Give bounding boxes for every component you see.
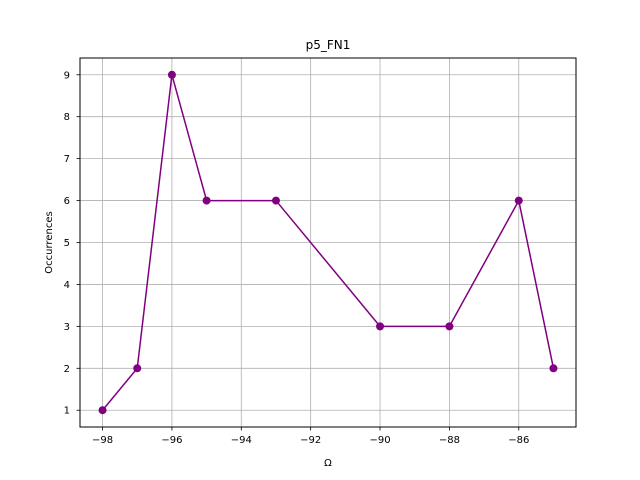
y-tick-label: 8	[64, 112, 70, 123]
y-tick-label: 7	[64, 154, 70, 165]
y-tick-label: 4	[64, 280, 70, 291]
data-point	[202, 196, 211, 205]
ticks: −98 −96 −94 −92 −90 −88 −86 1 2 3 4 5 6 7 8 9	[64, 70, 530, 446]
data-point	[514, 196, 523, 205]
y-tick-label: 5	[64, 238, 70, 249]
x-tick-label: −92	[300, 435, 321, 446]
chart-title: p5_FN1	[306, 38, 351, 52]
data-point	[376, 322, 385, 331]
y-tick-label: 9	[64, 70, 70, 81]
y-tick-label: 2	[64, 364, 70, 375]
data-point	[445, 322, 454, 331]
series-layer	[98, 70, 558, 415]
data-point	[133, 364, 142, 373]
y-tick-label: 3	[64, 322, 70, 333]
x-tick-label: −94	[231, 435, 252, 446]
data-point	[98, 406, 107, 415]
data-point	[549, 364, 558, 373]
x-tick-label: −98	[92, 435, 113, 446]
y-tick-label: 1	[64, 406, 70, 417]
y-axis-label: Occurrences	[44, 211, 55, 273]
data-point	[167, 70, 176, 79]
x-tick-label: −88	[439, 435, 460, 446]
x-tick-label: −90	[369, 435, 390, 446]
data-point	[271, 196, 280, 205]
grid	[80, 58, 576, 427]
x-axis-label: Ω	[324, 458, 332, 469]
x-tick-label: −96	[161, 435, 182, 446]
y-tick-label: 6	[64, 196, 70, 207]
x-tick-label: −86	[508, 435, 529, 446]
